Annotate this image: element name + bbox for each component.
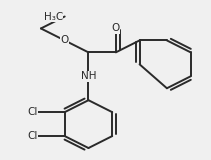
Text: O: O [61,35,69,45]
Text: H₃C: H₃C [43,12,63,21]
Text: NH: NH [81,71,96,81]
Text: Cl: Cl [27,131,37,141]
Text: O: O [112,24,120,33]
Text: Cl: Cl [27,107,37,117]
